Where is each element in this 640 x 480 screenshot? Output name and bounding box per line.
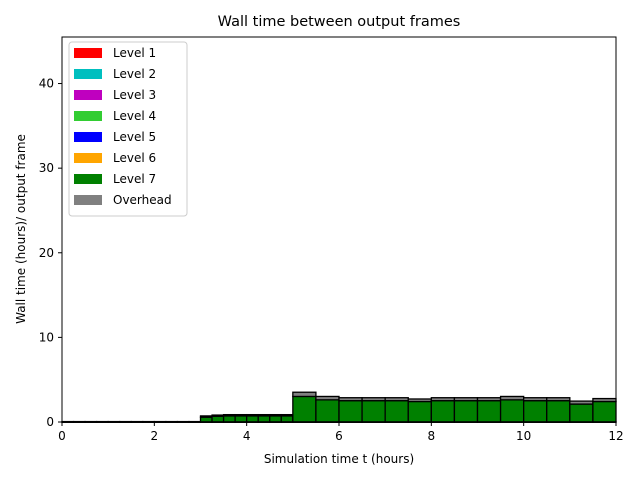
bar-level-7-24 <box>384 400 409 423</box>
bar-overhead-14 <box>222 413 236 417</box>
bar-overhead-24 <box>384 397 409 402</box>
bar-level-7-18 <box>269 415 282 423</box>
bar-overhead-28 <box>476 397 502 402</box>
legend-swatch-level-4 <box>74 111 102 121</box>
bar-overhead-15 <box>234 413 248 417</box>
bar-overhead-12 <box>199 415 213 418</box>
y-axis-label: Wall time (hours)/ output frame <box>14 134 28 324</box>
legend-swatch-level-6 <box>74 153 102 163</box>
bar-overhead-17 <box>257 413 271 417</box>
bar-level-7-12 <box>199 416 213 423</box>
bar-level-7-28 <box>476 400 502 423</box>
bar-level-7-29 <box>499 399 525 423</box>
bar-level-7-30 <box>523 400 548 423</box>
y-tick-label-2: 20 <box>39 246 54 260</box>
legend-swatch-level-1 <box>74 48 102 58</box>
bar-overhead-26 <box>430 397 456 402</box>
legend-label-level-2: Level 2 <box>113 67 156 81</box>
x-tick-label-1: 2 <box>151 429 159 443</box>
bar-overhead-31 <box>546 397 571 402</box>
x-tick-label-2: 4 <box>243 429 251 443</box>
legend-label-overhead: Overhead <box>113 193 172 207</box>
bar-overhead-30 <box>523 397 548 402</box>
legend-swatch-level-7 <box>74 174 102 184</box>
bar-overhead-33 <box>592 397 617 403</box>
legend: Level 1 Level 2 Level 3 Level 4 Level 5 Level… <box>68 41 188 217</box>
bar-level-7-32 <box>569 403 594 423</box>
bar-level-7-23 <box>361 400 386 423</box>
y-tick-label-0: 0 <box>46 415 54 429</box>
bar-overhead-32 <box>569 400 594 405</box>
bar-overhead-29 <box>499 395 525 401</box>
legend-swatch-level-2 <box>74 69 102 79</box>
x-tick-label-5: 10 <box>516 429 531 443</box>
x-tick-label-4: 8 <box>428 429 436 443</box>
bar-level-7-16 <box>246 415 259 423</box>
y-tick-label-3: 30 <box>39 161 54 175</box>
legend-label-level-5: Level 5 <box>113 130 156 144</box>
x-tick-label-3: 6 <box>335 429 343 443</box>
legend-swatch-level-3 <box>74 90 102 100</box>
legend-label-level-1: Level 1 <box>113 46 156 60</box>
bar-overhead-20 <box>292 391 317 398</box>
y-tick-label-1: 10 <box>39 330 54 344</box>
bar-overhead-23 <box>361 397 386 402</box>
legend-swatch-level-5 <box>74 132 102 142</box>
legend-label-level-6: Level 6 <box>113 151 156 165</box>
bar-level-7-33 <box>592 400 617 423</box>
bars-layer <box>61 391 617 423</box>
bar-level-7-22 <box>338 400 363 423</box>
legend-label-level-3: Level 3 <box>113 88 156 102</box>
bar-level-7-26 <box>430 400 456 423</box>
bar-overhead-13 <box>211 414 225 417</box>
bar-overhead-27 <box>453 397 479 402</box>
x-tick-label-0: 0 <box>58 429 66 443</box>
bar-overhead-21 <box>315 395 340 401</box>
bar-level-7-15 <box>234 415 248 423</box>
bar-level-7-19 <box>280 415 294 423</box>
x-tick-label-6: 12 <box>608 429 623 443</box>
bar-level-7-21 <box>315 399 340 423</box>
bar-level-7-13 <box>211 415 225 423</box>
bar-overhead-25 <box>407 398 432 403</box>
bar-overhead-19 <box>280 413 294 417</box>
bar-level-7-20 <box>292 395 317 423</box>
bar-level-7-27 <box>453 400 479 423</box>
bar-overhead-16 <box>246 413 259 417</box>
x-axis-label: Simulation time t (hours) <box>264 452 414 466</box>
legend-label-level-4: Level 4 <box>113 109 156 123</box>
chart-title: Wall time between output frames <box>218 14 461 30</box>
y-tick-label-4: 40 <box>39 77 54 91</box>
legend-swatch-overhead <box>74 195 102 205</box>
legend-box <box>68 41 188 217</box>
bar-overhead-22 <box>338 397 363 402</box>
bar-level-7-31 <box>546 400 571 423</box>
bar-level-7-14 <box>222 415 236 423</box>
legend-label-level-7: Level 7 <box>113 172 156 186</box>
bar-level-7-25 <box>407 400 432 423</box>
bar-overhead-18 <box>269 413 282 417</box>
ticks-layer: 0 2 4 6 8 10 12 0 10 20 30 40 <box>39 77 624 443</box>
bar-level-7-17 <box>257 415 271 423</box>
